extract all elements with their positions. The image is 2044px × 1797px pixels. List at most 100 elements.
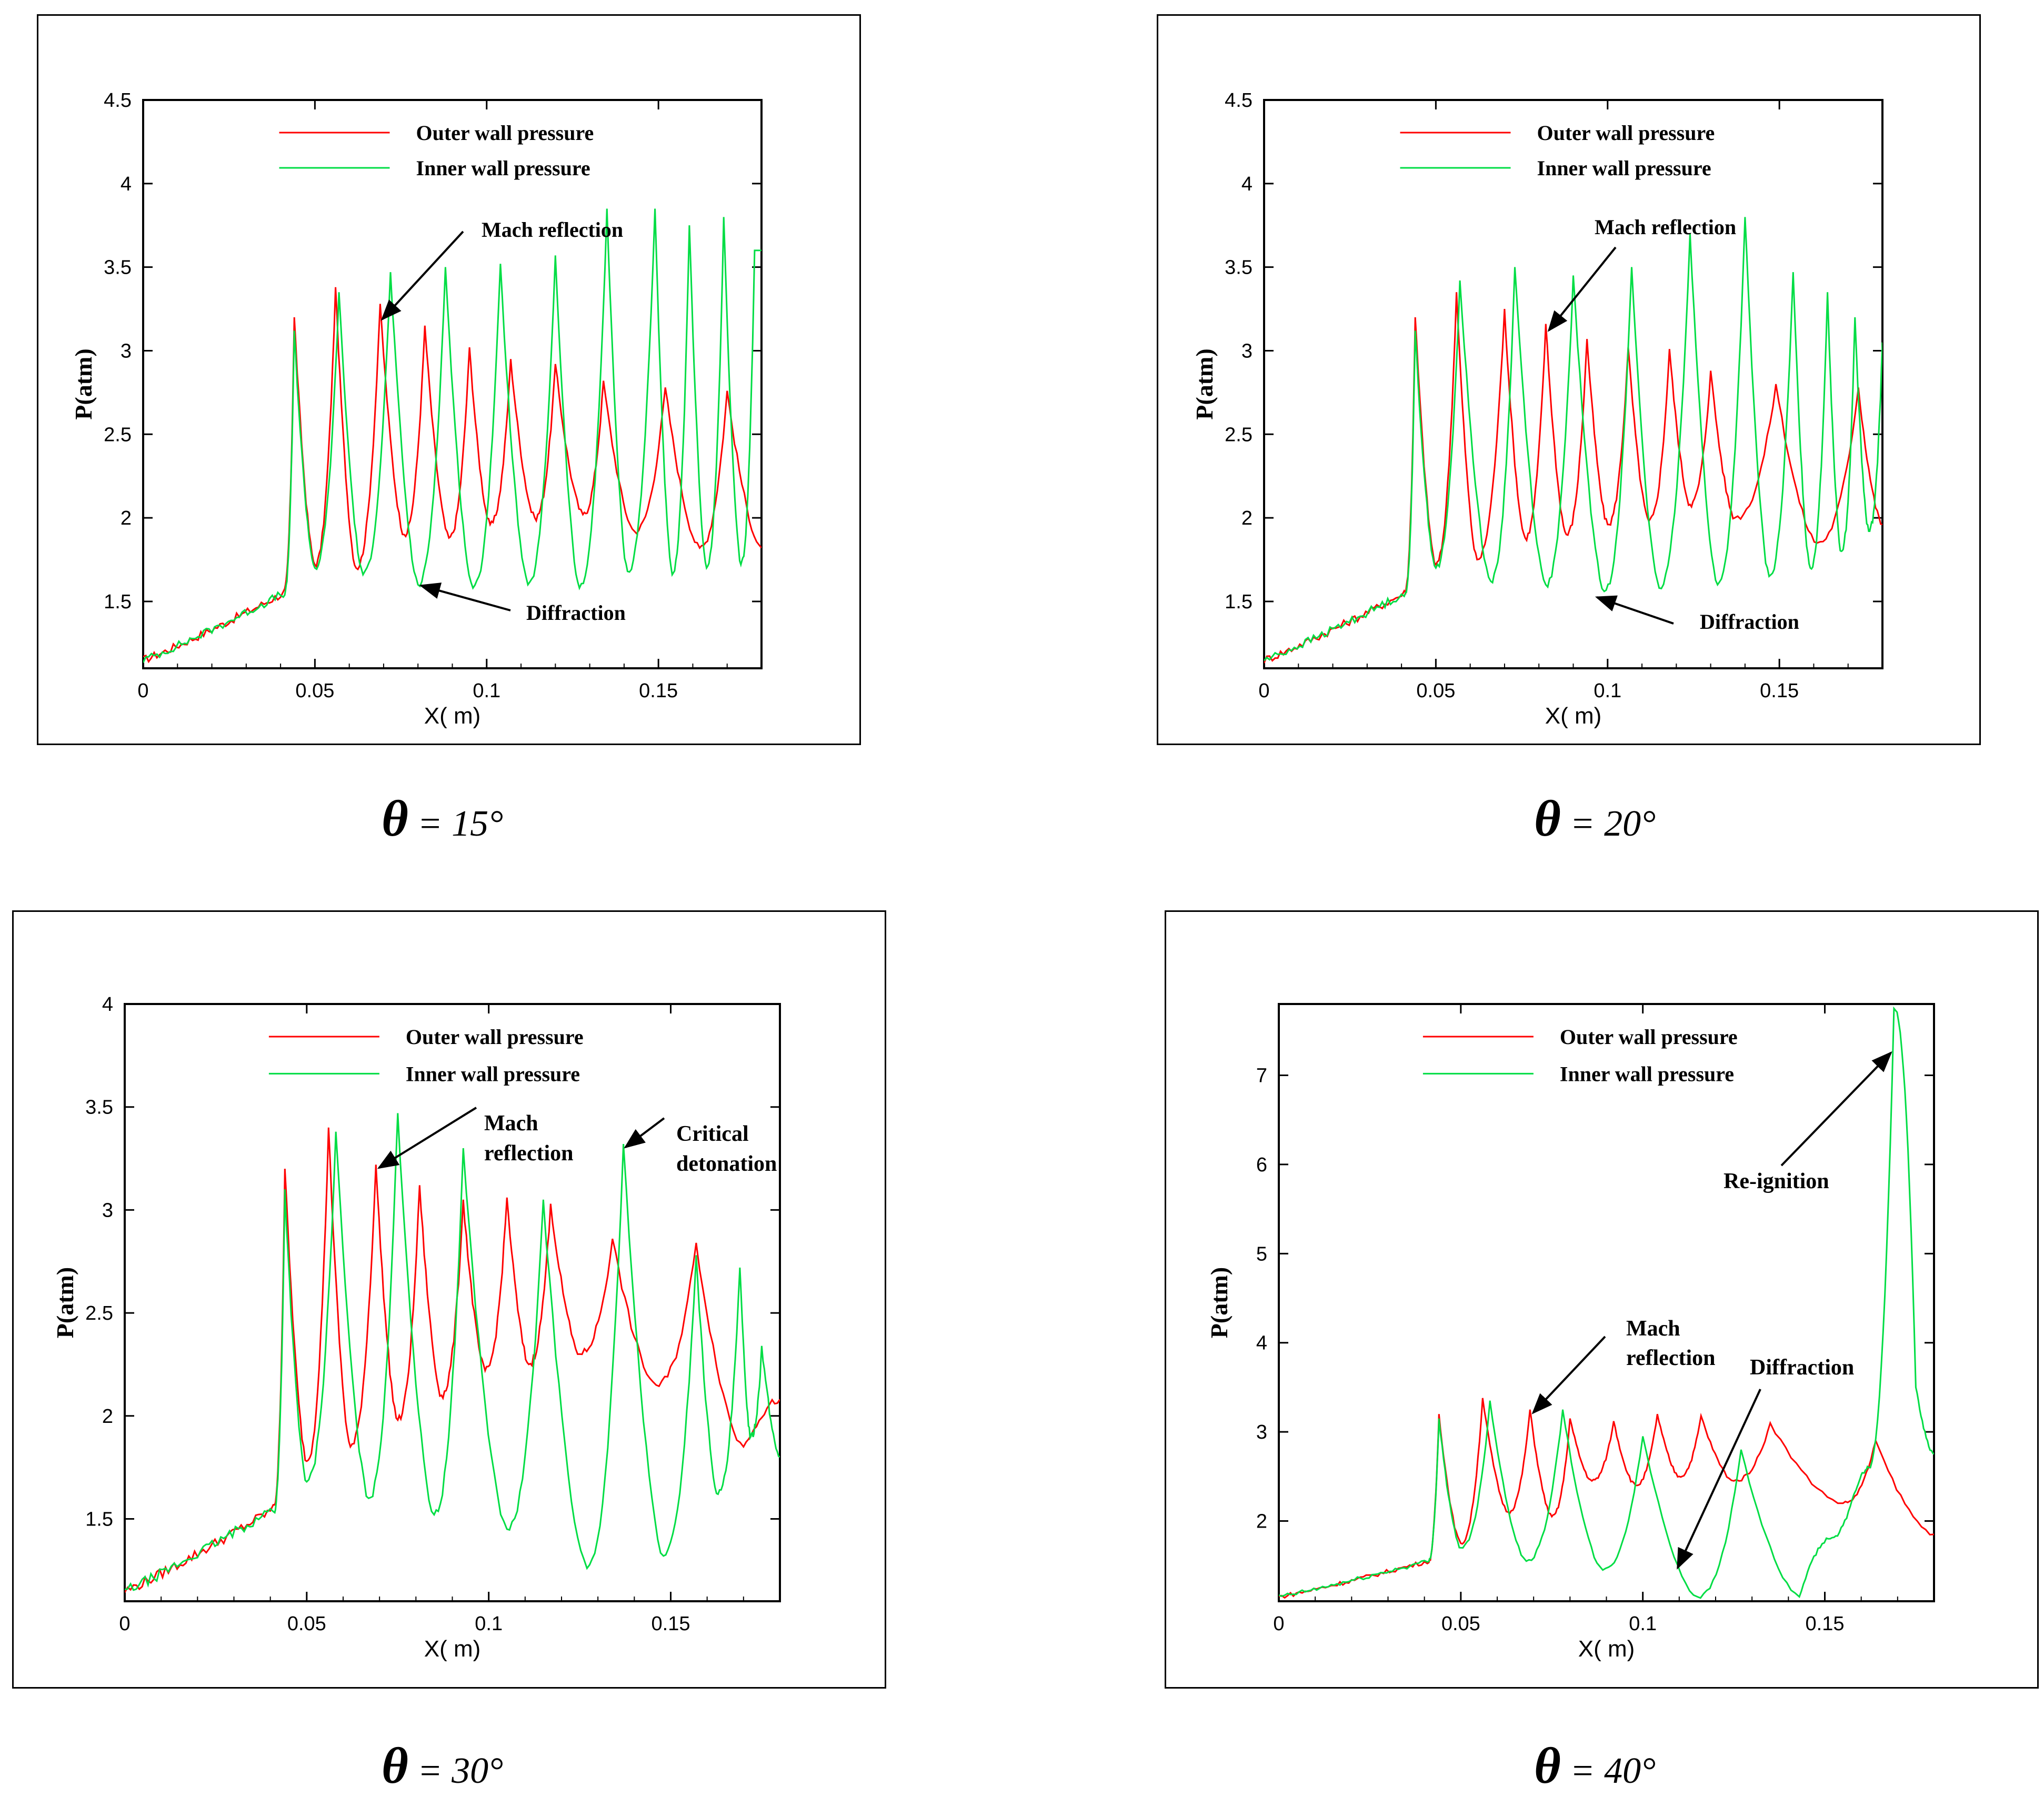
x-tick-label: 0.1: [475, 1613, 503, 1635]
y-tick-label: 4: [121, 173, 132, 195]
chart-3: 0 0.05 0.1 0.15 2 3 4 5 6 7 X( m) P(atm) Outer wall …: [1206, 1003, 1935, 1662]
annotation-mach-reflection: Mach reflection: [482, 218, 623, 242]
x-tick-label: 0.15: [1760, 680, 1799, 702]
outer-wall-pressure-line: [125, 1127, 780, 1593]
x-tick-label: 0: [137, 680, 148, 702]
inner-wall-pressure-line: [125, 1113, 780, 1591]
x-axis-label: X( m): [424, 1636, 481, 1662]
y-tick-label: 3.5: [1225, 257, 1253, 279]
x-tick-label: 0.05: [295, 680, 334, 702]
chart-1: 0 0.05 0.1 0.15 1.5 2 2.5 3 3.5 4 4.5 X( m) P(atm) Ou…: [1191, 89, 1883, 729]
annotation-arrow: [1531, 1336, 1606, 1414]
y-tick-label: 4: [1241, 173, 1253, 195]
caption-value: = 40°: [1560, 1751, 1656, 1791]
caption-symbol: θ: [382, 1738, 408, 1794]
x-tick-label: 0.05: [287, 1613, 326, 1635]
annotation-arrow: [419, 583, 511, 611]
y-tick-label: 2: [102, 1406, 113, 1428]
annotation-mach-reflection: Mach reflection: [1595, 215, 1736, 239]
x-tick-label: 0.1: [473, 680, 500, 702]
annotation-re-ignition: Re-ignition: [1724, 1169, 1829, 1193]
y-tick-label: 1.5: [85, 1508, 113, 1530]
y-tick-label: 3.5: [104, 257, 132, 279]
y-tick-label: 2.5: [1225, 424, 1253, 446]
annotation-mach: Mach: [484, 1111, 538, 1136]
x-axis-label: X( m): [424, 703, 481, 729]
legend-label-inner: Inner wall pressure: [1537, 156, 1711, 180]
x-tick-label: 0.1: [1594, 680, 1621, 702]
caption-value: = 30°: [408, 1751, 504, 1791]
caption-symbol: θ: [1534, 1738, 1561, 1794]
legend-label-outer: Outer wall pressure: [406, 1025, 584, 1049]
y-tick-label: 2: [1256, 1511, 1267, 1533]
caption-symbol: θ: [1534, 790, 1561, 847]
panel-theta-30: [12, 910, 886, 1689]
y-tick-label: 3.5: [85, 1097, 113, 1119]
x-tick-label: 0: [119, 1613, 130, 1635]
annotation-arrow: [624, 1117, 665, 1149]
inner-wall-pressure-line: [1279, 1006, 1934, 1599]
y-axis-label: P(atm): [1191, 348, 1218, 419]
y-tick-label: 7: [1256, 1065, 1267, 1087]
y-axis-label: P(atm): [1206, 1267, 1233, 1338]
y-axis-label: P(atm): [70, 348, 97, 419]
y-tick-label: 5: [1256, 1243, 1267, 1265]
y-tick-label: 4.5: [1225, 89, 1253, 112]
y-tick-label: 4: [102, 993, 113, 1016]
caption-theta-15: θ = 15°: [382, 789, 503, 848]
y-tick-label: 3: [1241, 340, 1253, 362]
legend-label-inner: Inner wall pressure: [406, 1062, 580, 1086]
plot-frame: [1278, 1003, 1935, 1602]
annotation-critical: Critical: [676, 1122, 749, 1146]
y-tick-label: 2.5: [104, 424, 132, 446]
x-tick-label: 0.15: [652, 1613, 690, 1635]
y-tick-label: 6: [1256, 1154, 1267, 1176]
x-tick-label: 0.1: [1629, 1613, 1657, 1635]
chart-0: 0 0.05 0.1 0.15 1.5 2 2.5 3 3.5 4 4.5 X( m) P(atm) Ou…: [70, 89, 763, 729]
legend-label-inner: Inner wall pressure: [416, 156, 590, 180]
caption-symbol: θ: [382, 790, 408, 847]
caption-value: = 15°: [408, 804, 504, 844]
annotation-diffraction: Diffraction: [1700, 610, 1799, 634]
outer-wall-pressure-line: [1279, 1398, 1934, 1599]
plot-frame: [124, 1003, 781, 1602]
legend-label-outer: Outer wall pressure: [1560, 1025, 1738, 1049]
caption-theta-20: θ = 20°: [1534, 789, 1656, 848]
y-tick-label: 1.5: [104, 591, 132, 613]
y-tick-label: 2: [121, 507, 132, 529]
x-tick-label: 0: [1258, 680, 1269, 702]
annotation-arrow: [377, 1107, 477, 1169]
x-tick-label: 0.05: [1416, 680, 1455, 702]
y-axis-label: P(atm): [52, 1267, 78, 1338]
plot-frame: [1263, 99, 1883, 669]
y-tick-label: 2: [1241, 507, 1253, 529]
annotation-arrow: [1677, 1389, 1761, 1570]
x-axis-label: X( m): [1578, 1636, 1635, 1662]
x-tick-label: 0.15: [639, 680, 678, 702]
y-tick-label: 3: [102, 1199, 113, 1221]
y-tick-label: 4: [1256, 1332, 1267, 1354]
caption-theta-40: θ = 40°: [1534, 1736, 1656, 1795]
x-tick-label: 0.15: [1806, 1613, 1845, 1635]
x-tick-label: 0.05: [1441, 1613, 1480, 1635]
y-tick-label: 4.5: [104, 89, 132, 112]
annotation-arrow: [1780, 1051, 1892, 1167]
legend-label-outer: Outer wall pressure: [1537, 121, 1715, 145]
inner-wall-pressure-line: [143, 208, 762, 664]
inner-wall-pressure-line: [1264, 217, 1882, 661]
annotation-reflection: reflection: [1626, 1346, 1715, 1370]
panel-theta-15: [37, 14, 861, 745]
annotation-arrow: [1547, 246, 1617, 332]
annotation-diffraction: Diffraction: [1750, 1356, 1854, 1380]
legend-label-outer: Outer wall pressure: [416, 121, 594, 145]
legend-label-inner: Inner wall pressure: [1560, 1062, 1734, 1086]
caption-value: = 20°: [1560, 804, 1656, 844]
chart-2: 0 0.05 0.1 0.15 1.5 2 2.5 3 3.5 4 X( m) P(atm) Outer…: [52, 993, 781, 1662]
y-tick-label: 1.5: [1225, 591, 1253, 613]
annotation-arrow: [1595, 595, 1674, 625]
y-tick-label: 3: [121, 340, 132, 362]
annotation-diffraction: Diffraction: [526, 601, 626, 625]
annotation-reflection: reflection: [484, 1141, 573, 1166]
x-axis-label: X( m): [1545, 703, 1602, 729]
